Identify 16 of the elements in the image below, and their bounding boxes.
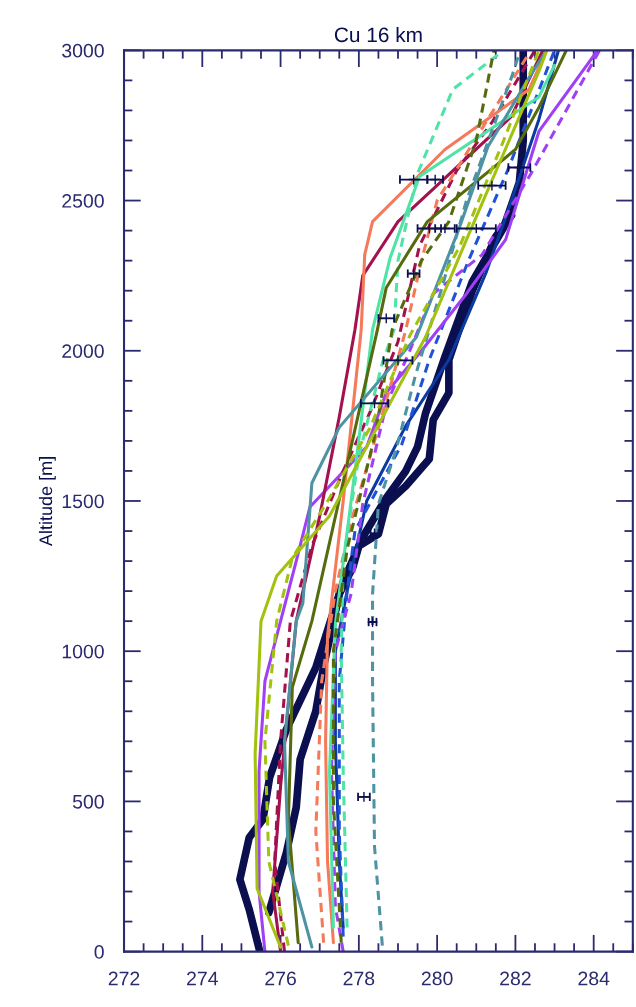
y-tick-label: 3000 [62, 43, 104, 58]
x-tick-label: 272 [108, 971, 140, 986]
chart-title: Cu 16 km [334, 26, 422, 43]
x-tick-label: 280 [421, 971, 453, 986]
x-tick-label: 282 [500, 971, 531, 986]
x-tick-label: 284 [578, 971, 610, 986]
y-tick-label: 2500 [62, 194, 104, 208]
x-tick-label: 276 [265, 971, 296, 986]
y-tick-label: 1500 [62, 494, 104, 509]
y-tick-label: 500 [72, 794, 104, 809]
x-tick-label: 278 [343, 971, 375, 986]
y-tick-label: 0 [94, 945, 104, 959]
y-tick-label: 1000 [62, 644, 104, 659]
x-tick-label: 274 [187, 971, 218, 986]
y-tick-label: 2000 [62, 344, 104, 359]
y-axis-title: Altitude [m] [38, 457, 56, 547]
